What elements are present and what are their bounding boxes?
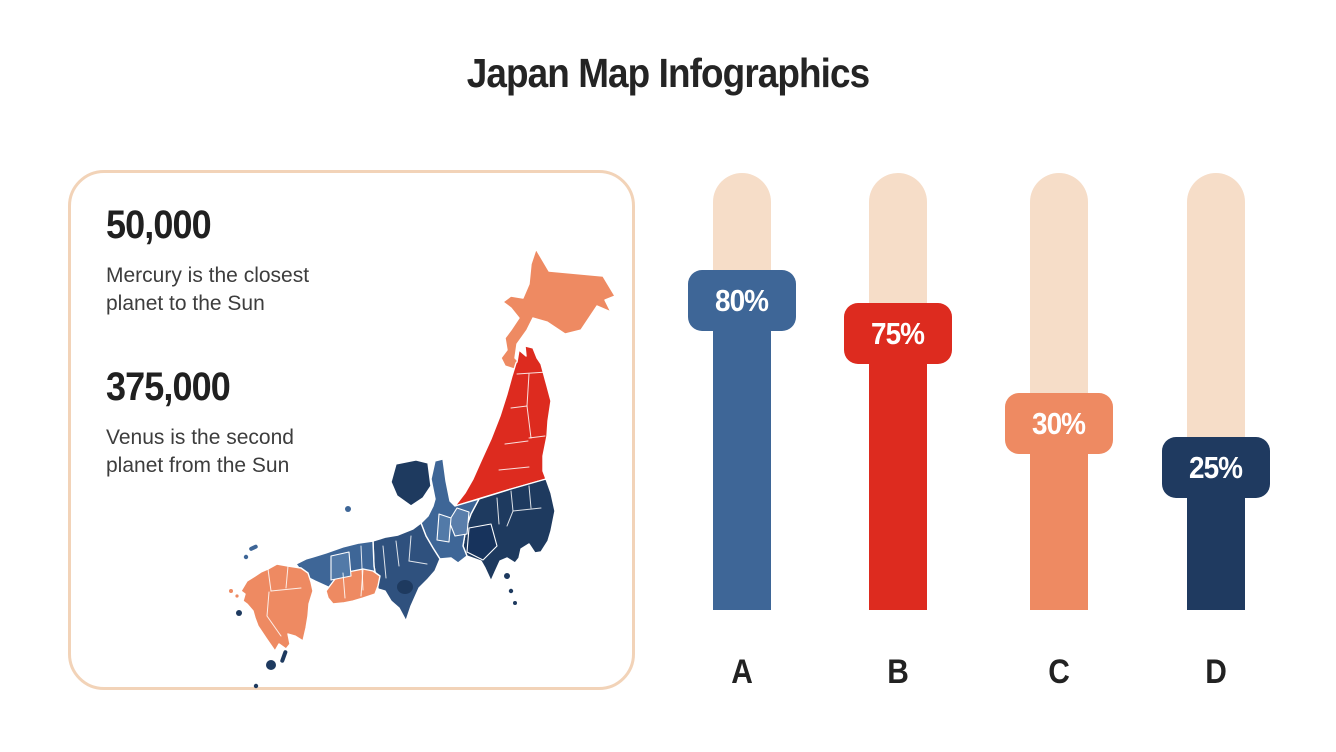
slider-c: 30% C: [1005, 173, 1113, 703]
map-island-south-1: [266, 660, 276, 670]
map-island-izu-3: [513, 601, 517, 605]
map-island-tsushima-2: [243, 554, 249, 560]
stat-description: Venus is the second planet from the Sun: [106, 426, 294, 478]
stat-description: Mercury is the closest planet to the Sun: [106, 264, 310, 316]
map-island-kii: [397, 580, 413, 594]
map-island-goto-2: [235, 594, 239, 598]
map-island-south-2: [280, 650, 288, 663]
map-island-goto-1: [229, 589, 233, 593]
map-patch-gifu: [436, 513, 452, 543]
info-panel: 50,000 Mercury is the closest planet to …: [68, 170, 635, 690]
category-label: A: [731, 653, 753, 691]
slider-fill: [1030, 423, 1088, 610]
map-island-oki: [345, 506, 351, 512]
category-label: D: [1205, 653, 1227, 691]
map-region-tohoku: [454, 345, 552, 507]
slider-fill: [869, 333, 927, 610]
value-label: 75%: [871, 315, 925, 351]
slider-fill: [713, 300, 771, 610]
value-badge: 80%: [688, 270, 796, 331]
map-island-tsushima: [249, 544, 258, 551]
category-label: C: [1048, 653, 1070, 691]
slider-d: 25% D: [1162, 173, 1270, 703]
value-label: 30%: [1032, 405, 1086, 441]
value-badge: 30%: [1005, 393, 1113, 454]
value-badge: 75%: [844, 303, 952, 364]
map-patch-shizuoka: [466, 523, 498, 561]
category-label: B: [887, 653, 909, 691]
stat-block-2: 375,000 Venus is the second planet from …: [106, 365, 344, 480]
japan-map: [229, 248, 616, 689]
map-patch-chugoku: [330, 551, 352, 581]
stat-value: 375,000: [106, 365, 231, 409]
map-island-sado: [390, 459, 432, 507]
map-island-amakusa: [236, 610, 242, 616]
map-island-south-3: [253, 683, 259, 689]
stat-block-1: 50,000 Mercury is the closest planet to …: [106, 203, 344, 318]
slider-a: 80% A: [688, 173, 796, 703]
value-label: 80%: [715, 282, 769, 318]
map-region-kyushu: [240, 563, 314, 652]
value-badge: 25%: [1162, 437, 1270, 498]
map-island-izu-2: [508, 588, 514, 594]
page-title: Japan Map Infographics: [466, 50, 870, 96]
stat-value: 50,000: [106, 203, 212, 247]
map-region-kansai: [372, 522, 441, 622]
value-label: 25%: [1189, 449, 1243, 485]
map-island-izu-1: [504, 573, 510, 579]
slider-b: 75% B: [844, 173, 952, 703]
